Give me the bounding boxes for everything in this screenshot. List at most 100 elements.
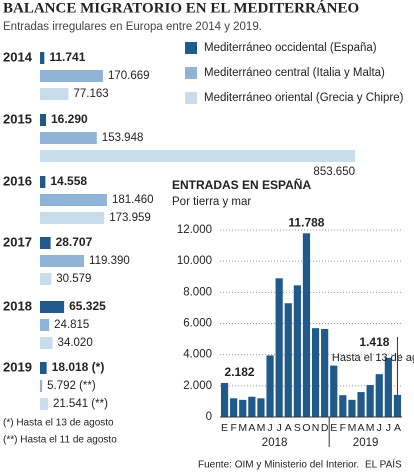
x-tick-label: M — [348, 422, 357, 434]
x-tick-label: D — [321, 422, 329, 434]
bar — [257, 398, 265, 417]
bar — [40, 176, 46, 188]
inset-title: ENTRADAS EN ESPAÑA — [172, 177, 311, 192]
bar — [239, 399, 247, 417]
bar — [40, 398, 48, 410]
year-label: 2019 — [353, 437, 379, 449]
bar — [275, 278, 283, 417]
value-label: 14.558 — [50, 174, 87, 188]
bar — [248, 396, 256, 417]
bar — [40, 70, 103, 82]
x-tick-label: N — [312, 422, 320, 434]
legend-label: Mediterráneo occidental (España) — [204, 42, 377, 54]
bar — [311, 328, 320, 417]
legend-swatch — [185, 67, 197, 79]
y-tick-label: 2015 — [3, 111, 32, 126]
bar — [393, 394, 402, 417]
value-label: 18.018 (*) — [52, 360, 105, 374]
y-tick-label: 2018 — [3, 298, 32, 313]
year-label: 2018 — [262, 437, 288, 449]
bar — [40, 337, 53, 349]
bar — [40, 255, 85, 267]
bar — [220, 382, 229, 417]
bar — [40, 88, 69, 100]
bar — [293, 285, 301, 417]
annotation: Hasta el 13 de agosto — [332, 352, 414, 364]
y-tick-label: 2017 — [3, 234, 32, 249]
footnote: (**) Hasta el 11 de agosto — [3, 435, 117, 446]
bar — [40, 237, 51, 249]
y-tick-label: 2014 — [3, 49, 33, 64]
value-label: 170.669 — [108, 70, 150, 82]
value-label: 65.325 — [69, 299, 106, 313]
bar — [375, 374, 383, 417]
value-label: 853.650 — [313, 166, 355, 178]
chart-subtitle: Entradas irregulares en Europa entre 201… — [3, 21, 262, 33]
y-tick-label: 2.000 — [183, 380, 212, 392]
y-tick-label: 2016 — [3, 173, 32, 188]
x-tick-label: A — [358, 422, 365, 434]
y-tick-label: 4.000 — [183, 349, 212, 361]
value-label: 16.290 — [51, 112, 88, 126]
x-tick-label: E — [221, 422, 228, 434]
value-label: 153.948 — [102, 132, 144, 144]
x-tick-label: J — [267, 422, 272, 434]
x-tick-label: A — [248, 422, 255, 434]
value-label: 181.460 — [112, 194, 154, 206]
bar — [384, 357, 392, 417]
bar — [339, 395, 347, 417]
x-tick-label: M — [257, 422, 266, 434]
bar — [40, 150, 355, 162]
bar — [40, 301, 65, 313]
bar — [40, 212, 105, 224]
bar — [230, 398, 238, 417]
x-tick-label: E — [330, 422, 337, 434]
source: Fuente: OIM y Ministerio del Interior. — [198, 460, 359, 471]
y-tick-label: 0 — [206, 411, 212, 423]
value-label: 119.390 — [89, 255, 130, 267]
y-tick-label: 6.000 — [183, 318, 212, 330]
x-tick-label: J — [377, 422, 382, 434]
legend-label: Mediterráneo oriental (Grecia y Chipre) — [204, 92, 404, 104]
x-tick-label: A — [285, 422, 292, 434]
value-label: 2.182 — [225, 365, 255, 379]
legend-swatch — [185, 92, 197, 104]
legend-label: Mediterráneo central (Italia y Malta) — [204, 67, 385, 79]
value-label: 21.541 (**) — [53, 398, 108, 410]
x-tick-label: O — [302, 422, 310, 434]
bar — [357, 392, 365, 417]
x-tick-label: F — [230, 422, 236, 434]
bar — [40, 132, 97, 144]
bar — [348, 399, 356, 417]
value-label: 5.792 (**) — [47, 380, 96, 392]
bar — [40, 114, 47, 126]
y-tick-label: 8.000 — [183, 286, 212, 298]
value-label: 30.579 — [56, 273, 91, 285]
bar — [266, 355, 274, 417]
y-tick-label: 12.000 — [177, 224, 212, 236]
bar — [40, 52, 45, 64]
value-label: 24.815 — [54, 319, 89, 331]
bar — [284, 303, 292, 417]
x-tick-label: J — [277, 422, 282, 434]
bar — [366, 385, 374, 417]
x-tick-label: A — [394, 422, 401, 434]
value-label: 34.020 — [58, 337, 93, 349]
value-label: 77.163 — [73, 88, 108, 100]
x-tick-label: J — [386, 422, 391, 434]
value-label: 11.741 — [49, 50, 85, 64]
bar — [40, 362, 47, 374]
brand: EL PAÍS — [365, 458, 402, 471]
bar — [40, 273, 52, 285]
footnote: (*) Hasta el 13 de agosto — [3, 418, 114, 429]
x-tick-label: S — [294, 422, 301, 434]
value-label: 173.959 — [109, 212, 151, 224]
x-tick-label: F — [340, 422, 346, 434]
y-tick-label: 10.000 — [177, 255, 212, 267]
x-tick-label: M — [366, 422, 375, 434]
x-tick-label: M — [238, 422, 247, 434]
bar — [321, 328, 329, 417]
value-label: 11.788 — [288, 215, 324, 229]
